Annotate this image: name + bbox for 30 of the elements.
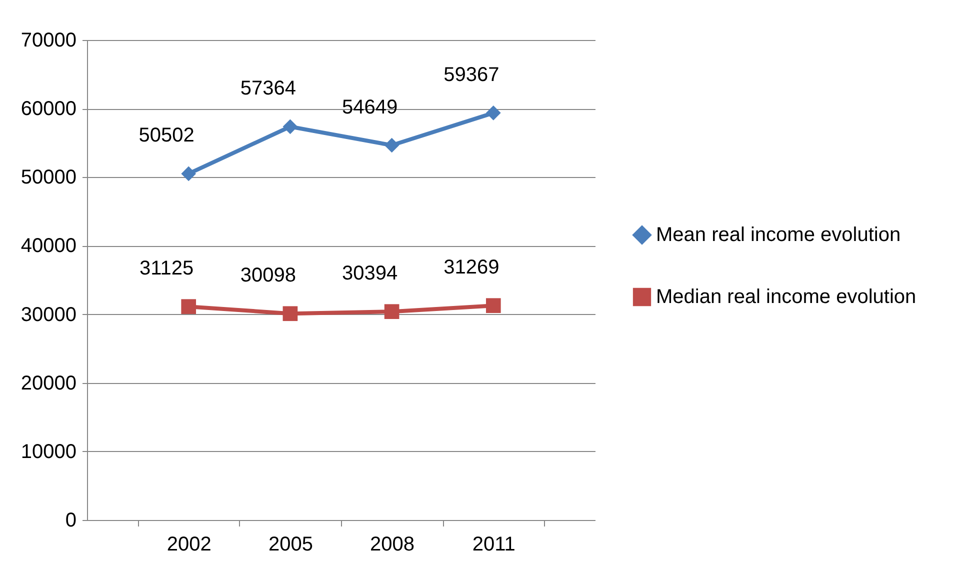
data-label: 31125 <box>140 258 194 280</box>
x-tick-label: 2008 <box>370 534 415 556</box>
data-label: 57364 <box>240 78 296 100</box>
point <box>181 299 196 314</box>
data-label: 30394 <box>342 262 398 285</box>
point <box>486 105 501 120</box>
y-tick-label: 50000 <box>20 166 76 189</box>
point <box>486 298 501 313</box>
data-label: 31269 <box>444 256 500 279</box>
y-tick-label: 60000 <box>20 98 76 120</box>
legend-label: Median real income evolution <box>656 286 916 308</box>
point <box>384 138 400 153</box>
data-label: 30098 <box>240 264 296 287</box>
data-label: 59367 <box>444 64 500 86</box>
y-tick-label: 30000 <box>20 304 76 326</box>
point <box>282 306 298 322</box>
legend-label: Mean real income evolution <box>656 224 901 246</box>
data-label: 50502 <box>138 124 194 147</box>
y-tick-label: 70000 <box>20 30 76 52</box>
point <box>282 119 298 134</box>
point <box>181 166 196 182</box>
x-tick-label: 2011 <box>472 534 516 556</box>
y-tick-label: 20000 <box>20 372 76 394</box>
x-tick-label: 2002 <box>166 534 212 556</box>
x-tick-label: 2005 <box>268 534 313 556</box>
data-label: 54649 <box>342 96 398 118</box>
point <box>384 304 400 319</box>
y-tick-label: 0 <box>65 510 76 532</box>
y-tick-label: 10000 <box>20 440 76 463</box>
y-tick-label: 40000 <box>20 235 76 258</box>
